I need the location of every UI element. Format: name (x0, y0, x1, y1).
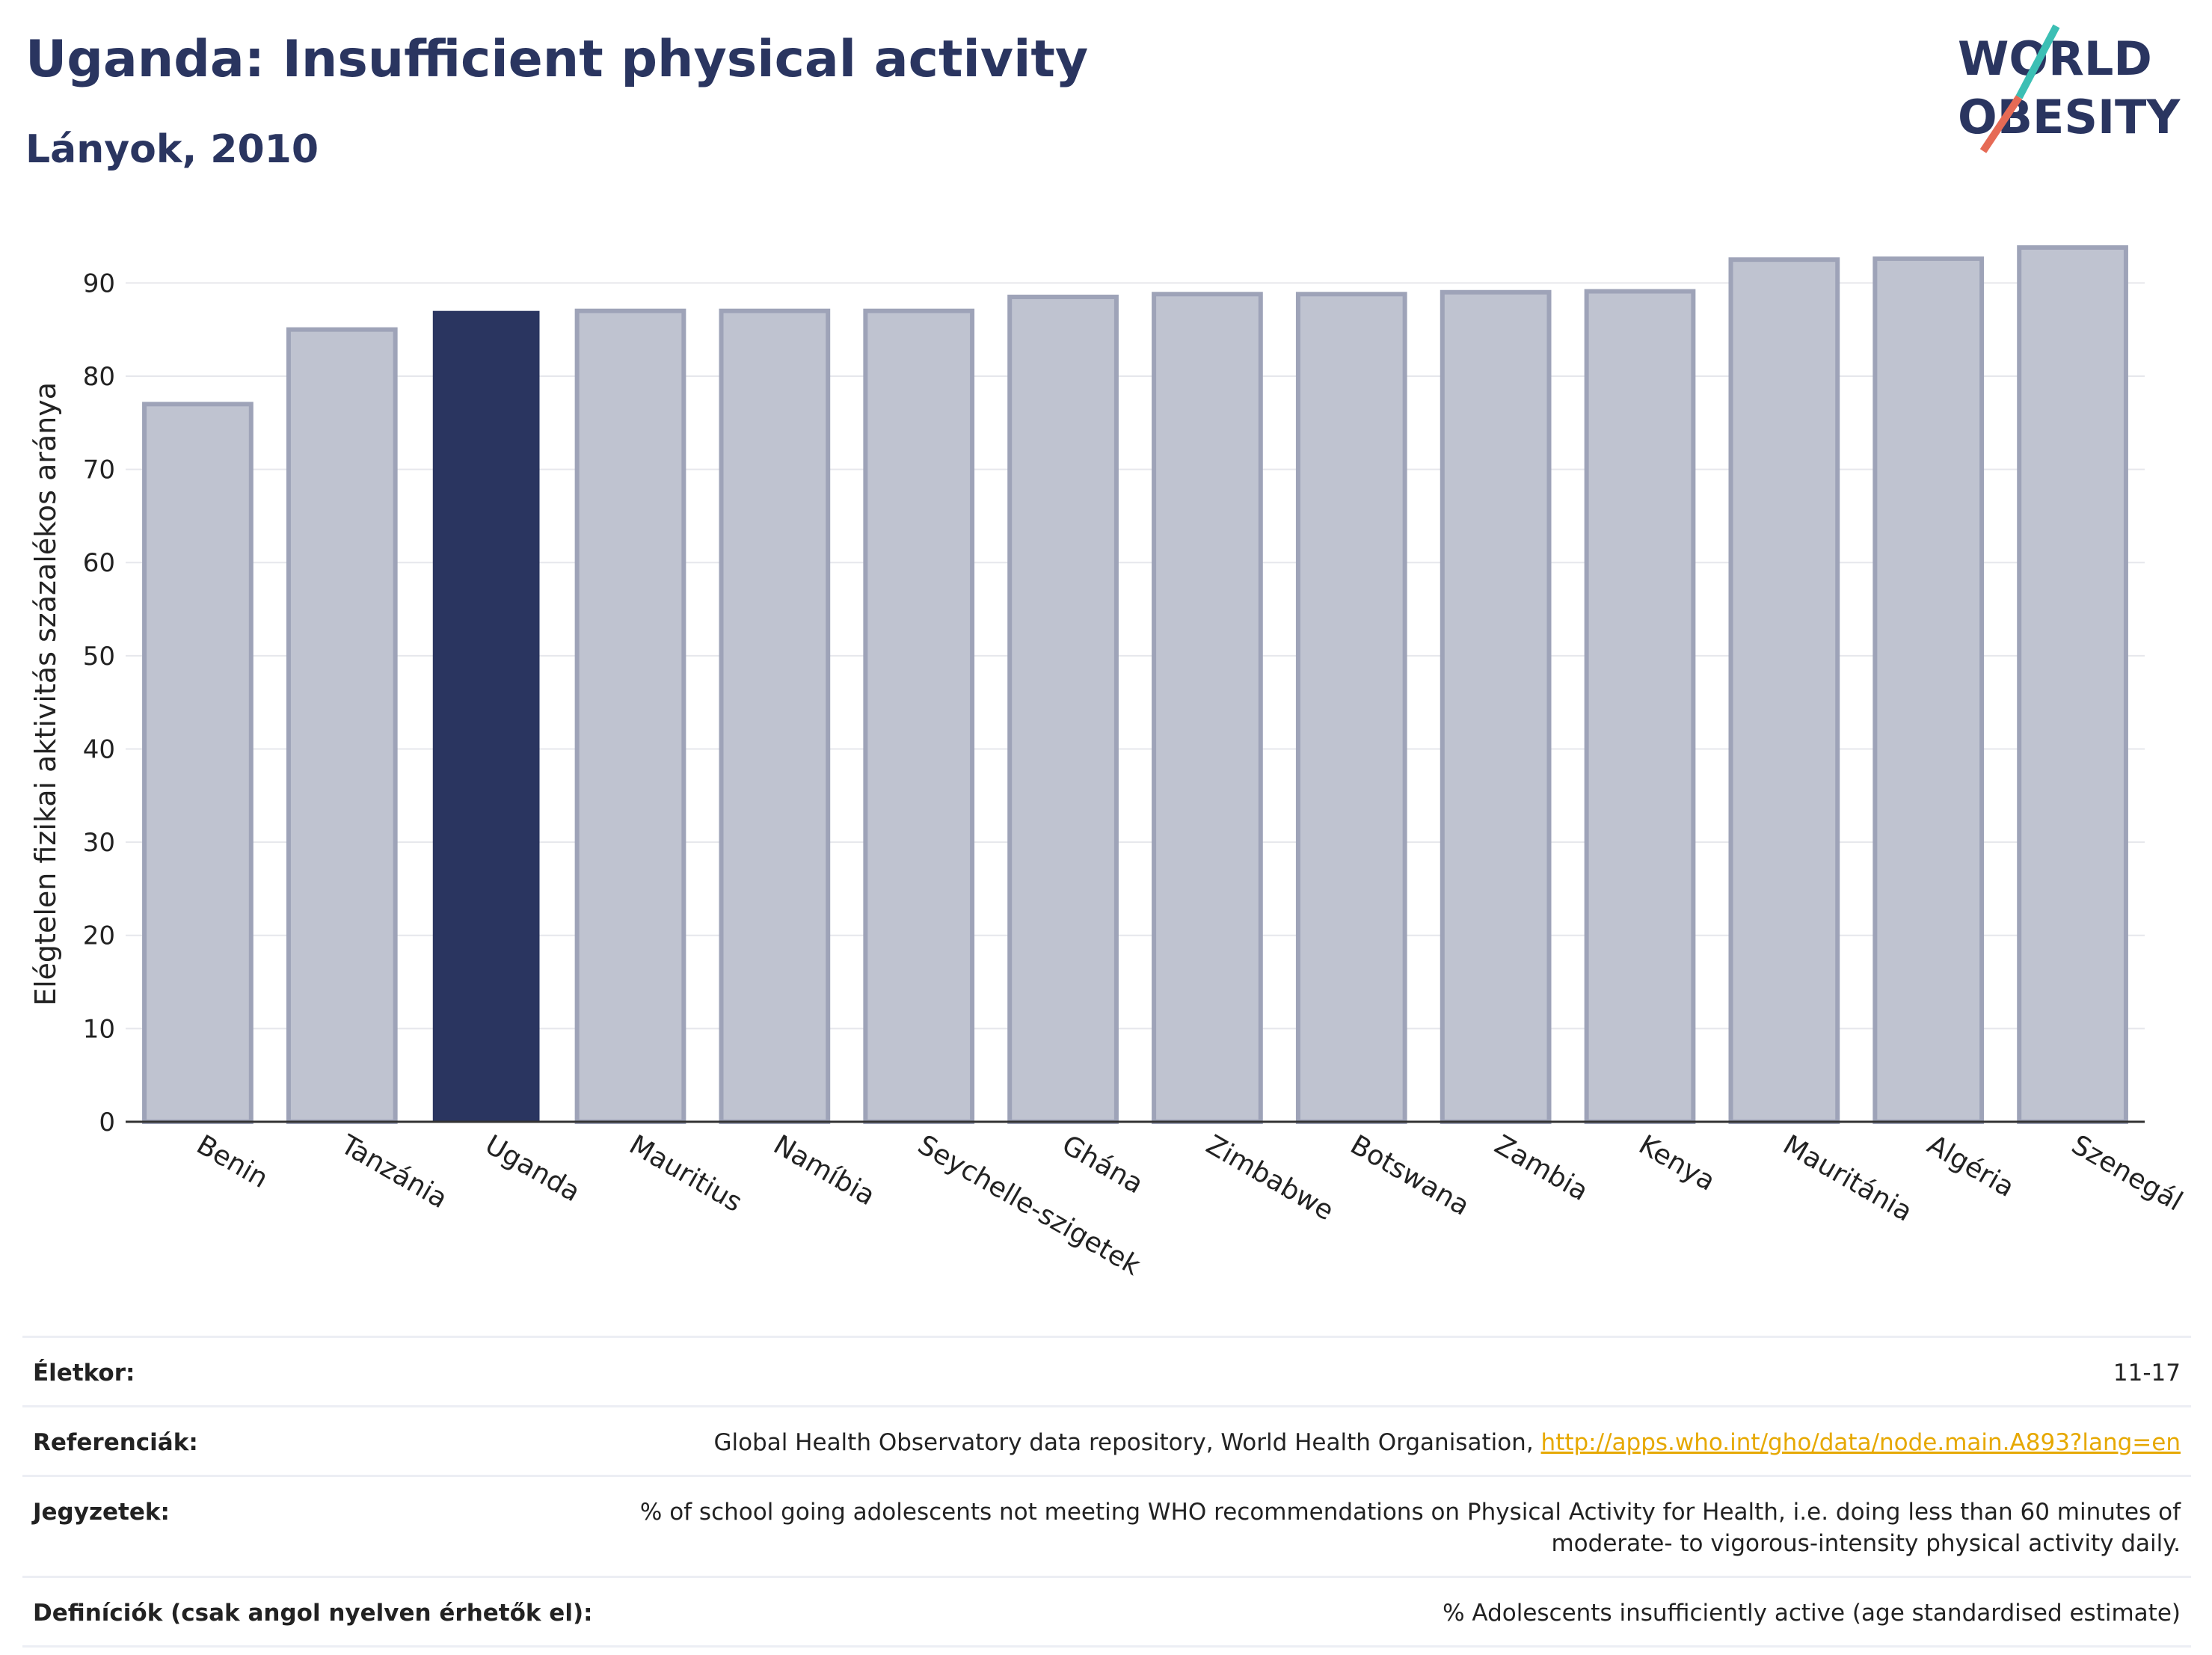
y-tick-label: 10 (83, 1014, 115, 1044)
y-tick-label: 50 (83, 642, 115, 672)
x-category-label: Ghána (1057, 1129, 1148, 1200)
bar (432, 310, 540, 1122)
references-value: Global Health Observatory data repositor… (713, 1427, 2181, 1458)
notes-label: Jegyzetek: (33, 1499, 170, 1526)
world-obesity-logo: WORLD OBESITY (1958, 24, 2181, 153)
bar (863, 308, 975, 1124)
x-category-label: Uganda (480, 1129, 586, 1208)
bar (719, 308, 831, 1124)
y-tick-labels: 0 10 20 30 40 50 60 70 80 90 (83, 268, 115, 1137)
bar (142, 402, 254, 1124)
references-label: Referenciák: (33, 1429, 198, 1456)
bar (2017, 245, 2128, 1124)
y-tick-label: 90 (83, 268, 115, 298)
bar (1728, 257, 1840, 1125)
y-tick-label: 20 (83, 921, 115, 951)
age-label: Életkor: (33, 1360, 135, 1387)
y-axis-title: Elégtelen fizikai aktivitás százalékos a… (29, 382, 62, 1006)
x-category-label: Namíbia (768, 1129, 880, 1212)
y-tick-label: 70 (83, 455, 115, 485)
page-subtitle: Lányok, 2010 (25, 127, 319, 172)
bars (142, 245, 2128, 1125)
definitions-value: % Adolescents insufficiently active (age… (1443, 1600, 2181, 1627)
meta-row-definitions: Definíciók (csak angol nyelven érhetők e… (22, 1576, 2191, 1648)
meta-row-notes: Jegyzetek: % of school going adolescents… (22, 1475, 2191, 1576)
x-category-label: Tanzánia (335, 1129, 452, 1215)
bar (1152, 292, 1263, 1124)
references-link[interactable]: http://apps.who.int/gho/data/node.main.A… (1540, 1429, 2181, 1456)
x-category-label: Szenegál (2066, 1129, 2187, 1217)
bar (286, 327, 398, 1124)
metadata-table: Életkor: 11-17 Referenciák: Global Healt… (22, 1336, 2191, 1648)
x-category-label: Zambia (1490, 1129, 1594, 1207)
age-value: 11-17 (2113, 1360, 2181, 1387)
bar (1440, 289, 1552, 1125)
x-category-label: Zimbabwe (1201, 1129, 1339, 1226)
bar (1872, 256, 1985, 1124)
x-category-labels: Benin Tanzánia Uganda Mauritius Namíbia Seych… (191, 1129, 2187, 1282)
x-category-label: Mauritius (624, 1129, 748, 1218)
y-tick-label: 40 (83, 734, 115, 764)
x-category-label: Algéria (1922, 1129, 2019, 1203)
meta-row-age: Életkor: 11-17 (22, 1336, 2191, 1405)
notes-value: % of school going adolescents not meetin… (640, 1496, 2181, 1559)
grid-lines (126, 282, 2145, 1030)
y-tick-label: 80 (83, 362, 115, 392)
bar (1007, 295, 1119, 1125)
page-title: Uganda: Insufficient physical activity (25, 30, 1089, 89)
bar (574, 308, 686, 1124)
bar-chart: 0 10 20 30 40 50 60 70 80 90 Benin Tanzánia Uganda M… (29, 245, 2187, 1282)
meta-row-references: Referenciák: Global Health Observatory d… (22, 1405, 2191, 1475)
y-tick-label: 0 (99, 1108, 115, 1137)
x-category-label: Mauritánia (1778, 1129, 1917, 1227)
references-text: Global Health Observatory data repositor… (713, 1429, 1534, 1456)
bar (1584, 289, 1696, 1125)
logo-line1: WORLD (1958, 31, 2152, 86)
logo-slash-coral (1979, 95, 2023, 153)
notes-line-1: % of school going adolescents not meetin… (639, 1499, 2181, 1526)
y-tick-label: 30 (83, 828, 115, 858)
y-tick-label: 60 (83, 548, 115, 578)
x-category-label: Benin (191, 1129, 273, 1194)
bar (1295, 292, 1407, 1124)
x-category-label: Kenya (1634, 1129, 1721, 1197)
definitions-label: Definíciók (csak angol nyelven érhetők e… (33, 1600, 593, 1627)
logo-slash-teal (2015, 24, 2060, 99)
notes-line-2: moderate- to vigorous-intensity physical… (1551, 1530, 2181, 1557)
x-category-label: Botswana (1345, 1129, 1475, 1221)
